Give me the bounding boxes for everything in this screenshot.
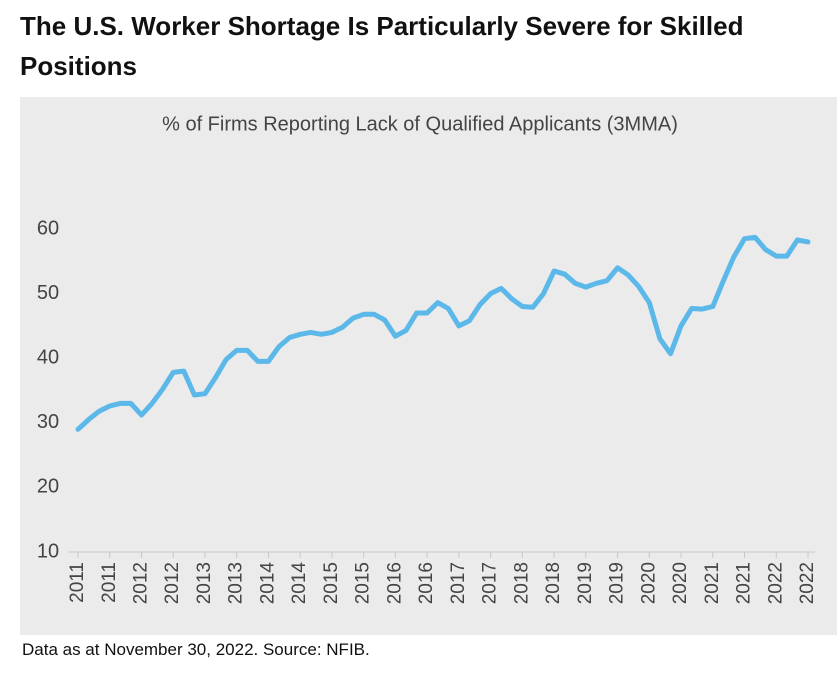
chart: % of Firms Reporting Lack of Qualified A… [20,97,837,635]
chart-title: The U.S. Worker Shortage Is Particularly… [20,11,744,81]
x-tick-label: 2018 [511,562,532,604]
y-tick-label: 40 [37,346,59,368]
x-tick-label: 2019 [575,562,596,604]
y-tick-label: 10 [37,540,59,562]
x-tick-label: 2021 [734,562,755,604]
x-tick-label: 2020 [638,562,659,604]
x-tick-label: 2015 [353,562,374,604]
chart-subtitle: % of Firms Reporting Lack of Qualified A… [162,113,678,135]
x-tick-label: 2011 [67,562,88,603]
x-tick-label: 2019 [607,562,628,604]
x-tick-label: 2020 [670,562,691,604]
footnote: Data as at November 30, 2022. Source: NF… [22,640,370,659]
y-tick-label: 30 [37,411,59,433]
line-series [75,234,811,432]
x-tick-label: 2014 [289,562,310,605]
y-tick-label: 50 [37,282,59,304]
x-tick-label: 2014 [257,562,278,605]
x-tick-label: 2016 [384,562,405,604]
y-tick-label: 60 [37,217,59,239]
x-tick-label: 2022 [797,562,818,604]
x-tick-label: 2015 [321,562,342,604]
x-tick-label: 2018 [543,562,564,604]
x-tick-label: 2012 [162,562,183,604]
x-tick-label: 2012 [130,562,151,604]
x-tick-label: 2016 [416,562,437,604]
y-tick-label: 20 [37,476,59,498]
x-tick-label: 2021 [702,562,723,604]
x-tick-label: 2011 [99,562,120,603]
x-tick-label: 2017 [448,562,469,604]
x-tick-label: 2013 [194,562,215,604]
plot-background [20,97,837,635]
x-tick-label: 2017 [480,562,501,604]
x-tick-label: 2022 [765,562,786,604]
x-tick-label: 2013 [226,562,247,604]
